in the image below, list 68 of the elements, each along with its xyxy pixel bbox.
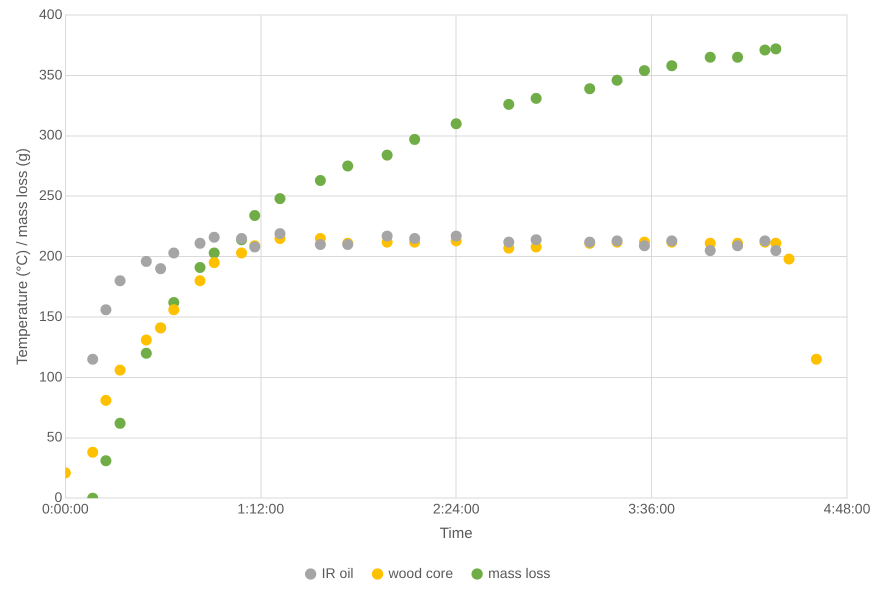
point [155, 263, 166, 274]
x-tick-label: 3:36:00 [628, 500, 676, 516]
point [810, 354, 822, 365]
point [168, 304, 180, 316]
point [114, 275, 126, 286]
point [409, 232, 420, 244]
point [704, 245, 716, 256]
point [409, 134, 420, 145]
point [342, 160, 354, 172]
point [638, 65, 650, 76]
point [194, 275, 206, 286]
point [100, 304, 112, 316]
point [168, 247, 180, 258]
x-tick-label: 1:12:00 [237, 500, 284, 516]
point [759, 44, 770, 56]
legend-label: IR oil [322, 564, 354, 581]
point [208, 257, 220, 268]
point [140, 348, 152, 359]
point [382, 230, 393, 242]
y-tick-label: 350 [39, 66, 63, 82]
legend-label: wood core [388, 564, 454, 581]
point [450, 230, 462, 242]
point [194, 262, 206, 273]
point [612, 74, 623, 86]
y-tick-label: 150 [39, 308, 63, 324]
point [503, 236, 514, 248]
y-tick-label: 250 [39, 187, 63, 204]
x-tick-label: 4:48:00 [824, 500, 871, 516]
y-tick-label: 400 [39, 6, 63, 22]
point [114, 418, 126, 429]
y-tick-label: 100 [39, 368, 63, 384]
point [382, 150, 393, 161]
point [784, 254, 795, 265]
point [732, 240, 744, 252]
point [236, 247, 248, 258]
point [530, 92, 542, 104]
point [140, 334, 152, 346]
point [314, 174, 326, 186]
point [770, 43, 782, 54]
point [503, 98, 514, 110]
point [100, 455, 112, 466]
point [770, 245, 782, 256]
point [274, 193, 286, 204]
point [114, 364, 126, 376]
point [274, 228, 286, 240]
x-tick-label: 2:24:00 [432, 500, 480, 516]
point [140, 256, 152, 267]
point [584, 83, 596, 94]
y-tick-label: 200 [39, 247, 63, 264]
point [194, 238, 206, 249]
point [87, 354, 98, 365]
point [87, 446, 98, 458]
point [450, 118, 462, 130]
point [208, 247, 220, 258]
point [638, 240, 650, 252]
legend-label: mass loss [488, 564, 550, 581]
y-tick-label: 300 [39, 126, 63, 143]
point [704, 52, 716, 63]
y-tick-label: 50 [46, 428, 63, 445]
point [208, 232, 220, 243]
point [249, 210, 260, 222]
x-axis-title: Time [440, 525, 473, 542]
point [666, 60, 678, 72]
y-axis-title: Temperature (°C) / mass loss (g) [14, 148, 32, 366]
point [732, 52, 744, 63]
point [530, 234, 542, 246]
point [314, 239, 326, 250]
point [100, 394, 112, 406]
